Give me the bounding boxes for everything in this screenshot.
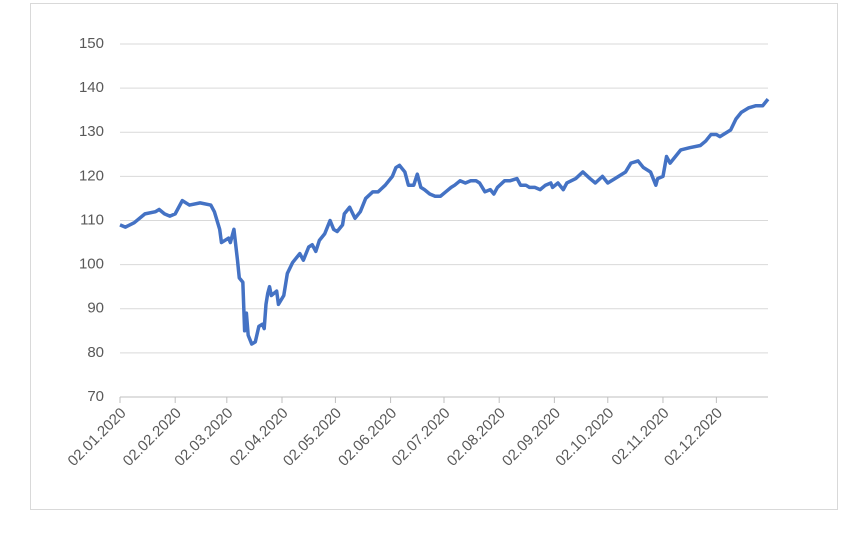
y-tick-label: 70 <box>87 388 104 405</box>
y-tick-label: 80 <box>87 344 104 361</box>
y-tick-label: 100 <box>79 256 104 273</box>
y-tick-label: 110 <box>80 211 104 228</box>
line-series <box>119 98 770 346</box>
y-tick-label: 90 <box>87 300 104 317</box>
y-tick-label: 130 <box>79 123 104 140</box>
y-tick-label: 140 <box>79 79 104 96</box>
y-tick-label: 150 <box>79 35 104 52</box>
y-tick-label: 120 <box>79 167 104 184</box>
